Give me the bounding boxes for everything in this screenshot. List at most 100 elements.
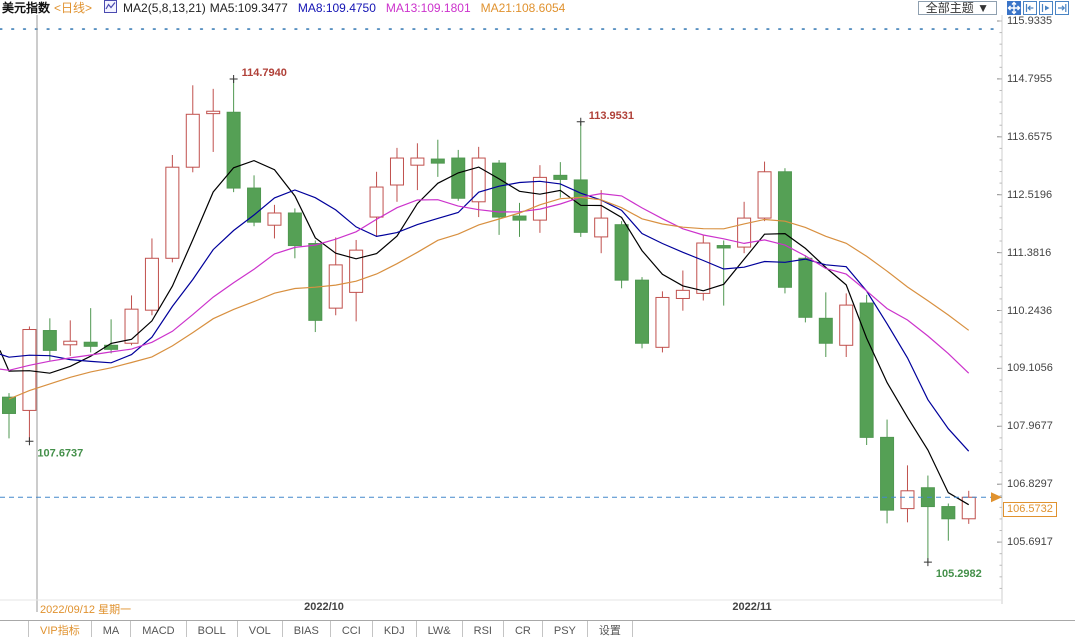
candle — [247, 175, 262, 227]
candle — [22, 326, 37, 442]
candle — [614, 221, 629, 289]
period-label: <日线> — [54, 1, 93, 15]
tab-cci[interactable]: CCI — [331, 621, 373, 637]
tab-boll[interactable]: BOLL — [187, 621, 238, 637]
candle — [328, 237, 343, 316]
candle — [777, 168, 792, 294]
candle — [532, 165, 547, 233]
chart-header: 美元指数 <日线> MA2(5,8,13,21) MA5:109.3477 MA8… — [2, 0, 580, 16]
price-annotation: 105.2982 — [936, 568, 982, 580]
candle — [553, 162, 568, 198]
y-axis-label: 114.7955 — [1007, 72, 1053, 85]
tab-vol[interactable]: VOL — [238, 621, 283, 637]
candle — [430, 139, 445, 177]
last-price-tag: 106.5732 — [1003, 502, 1057, 518]
candle — [226, 78, 241, 193]
symbol-name: 美元指数 — [2, 1, 51, 15]
ma8-line — [0, 180, 970, 452]
annotation-cross-marker — [576, 117, 585, 126]
ma-legend-item: MA21:108.6054 — [480, 0, 566, 15]
y-axis-label: 112.5196 — [1007, 188, 1053, 201]
indicator-tab-bar: VIP指标 MA MACD BOLL VOL BIAS CCI KDJ LW& RSI CR PSY 设… — [0, 620, 1075, 637]
candle — [410, 143, 425, 191]
candle — [512, 202, 527, 237]
play-forward-icon[interactable] — [1039, 1, 1053, 15]
ma-legend-item: MA8:109.4750 — [297, 0, 376, 15]
candle — [716, 240, 731, 306]
crosshair-move-icon[interactable] — [1007, 1, 1021, 15]
jump-end-icon[interactable] — [1055, 1, 1069, 15]
candle — [961, 490, 976, 524]
tab-bias[interactable]: BIAS — [283, 621, 331, 637]
tab-lw[interactable]: LW& — [417, 621, 463, 637]
price-arrow-icon — [991, 492, 1002, 503]
candle — [798, 255, 813, 323]
candle — [206, 88, 221, 152]
ma-settings-label: MA2(5,8,13,21) — [123, 0, 206, 15]
candle — [2, 393, 16, 439]
candle — [859, 294, 874, 446]
candle — [104, 319, 119, 354]
chart-toolbar: 全部主题 ▼ — [917, 1, 1069, 15]
candle — [880, 419, 895, 524]
annotation-cross-marker — [923, 558, 932, 567]
y-axis-label: 105.6917 — [1007, 536, 1053, 549]
price-annotation: 107.6737 — [37, 447, 83, 459]
ma-legend: MA5:109.3477 MA8:109.4750 MA13:109.1801 MA2… — [210, 1, 576, 15]
candle — [696, 235, 711, 301]
y-axis-label: 113.6575 — [1007, 130, 1053, 143]
candle — [287, 208, 302, 259]
price-annotation: 113.9531 — [589, 110, 634, 122]
candle — [308, 240, 323, 333]
tab-psy[interactable]: PSY — [543, 621, 588, 637]
candle — [839, 293, 854, 357]
y-axis-label: 111.3816 — [1007, 246, 1052, 259]
candle — [757, 161, 772, 222]
ma13-line — [0, 192, 970, 374]
y-axis-label: 110.2436 — [1007, 304, 1053, 317]
y-axis-label: 107.9677 — [1007, 420, 1053, 433]
tab-ma[interactable]: MA — [92, 621, 132, 637]
compress-pane-icon[interactable] — [1023, 1, 1037, 15]
candle — [818, 292, 833, 357]
ma5-line — [0, 159, 970, 506]
annotation-cross-marker — [229, 74, 238, 83]
annotation-cross-marker — [25, 437, 34, 446]
candle — [83, 308, 98, 353]
candle — [635, 277, 650, 349]
candle — [737, 201, 752, 254]
month-label: 2022/10 — [304, 601, 344, 613]
tab-[interactable]: 设置 — [588, 621, 633, 637]
price-annotation: 114.7940 — [242, 67, 287, 79]
tab-rsi[interactable]: RSI — [463, 621, 504, 637]
candle — [165, 154, 180, 263]
candle — [655, 291, 670, 353]
candle — [369, 171, 384, 237]
candle — [185, 85, 200, 173]
y-axis-label: 106.8297 — [1007, 478, 1053, 491]
candle — [920, 475, 935, 563]
cursor-date-label: 2022/09/12 星期一 — [40, 604, 132, 616]
theme-dropdown-button[interactable]: 全部主题 ▼ — [917, 1, 997, 15]
candle — [573, 121, 588, 237]
tab-cr[interactable]: CR — [504, 621, 543, 637]
candle — [63, 320, 78, 356]
candle — [900, 465, 915, 523]
tab-kdj[interactable]: KDJ — [373, 621, 417, 637]
line-chart-icon — [104, 0, 118, 16]
candle — [492, 160, 507, 235]
ma21-line — [8, 196, 970, 400]
ma-legend-item: MA5:109.3477 — [209, 0, 288, 15]
month-label: 2022/11 — [732, 601, 772, 613]
candle — [675, 270, 690, 311]
y-axis-label: 115.9335 — [1007, 15, 1053, 27]
candle — [389, 147, 404, 202]
ma-legend-item: MA13:109.1801 — [385, 0, 471, 15]
candle — [42, 318, 57, 361]
candle — [124, 295, 139, 346]
candle — [471, 146, 486, 218]
candle — [144, 238, 159, 316]
tab-macd[interactable]: MACD — [131, 621, 187, 637]
tab-vip[interactable]: VIP指标 — [28, 621, 92, 637]
